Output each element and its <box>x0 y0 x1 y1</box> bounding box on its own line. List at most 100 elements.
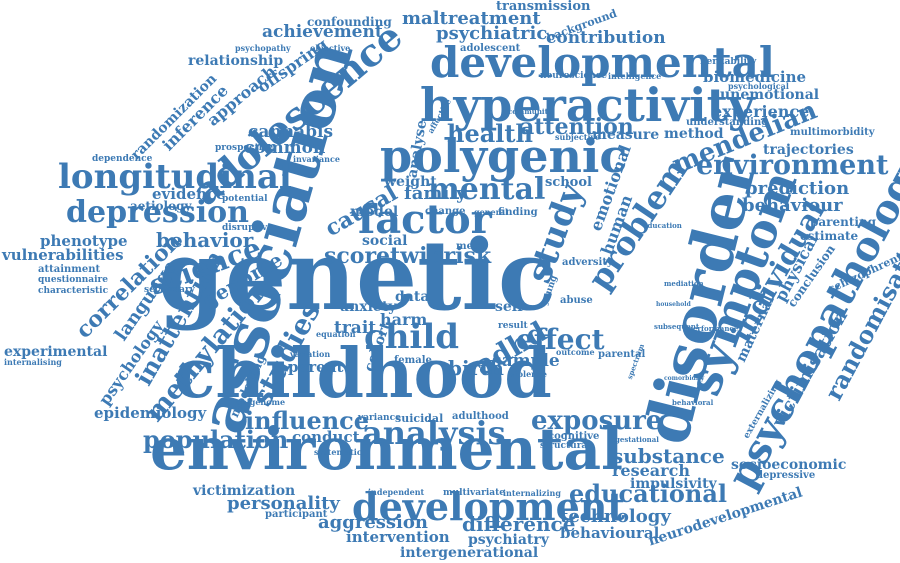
word-achievement: achievement <box>262 22 383 42</box>
word-birth: birth <box>448 356 504 380</box>
word-trait: trait <box>334 318 377 338</box>
word-environment: environment <box>696 150 889 181</box>
word-behavior: behavior <box>156 228 254 252</box>
word-subsequent: subsequent <box>654 322 700 331</box>
word-confounding: confounding <box>307 15 392 29</box>
word-cannabis: cannabis <box>248 122 334 142</box>
word-victimization: victimization <box>193 483 296 499</box>
word-substance: substance <box>612 444 725 468</box>
word-multivariate: multivariate <box>443 488 505 498</box>
word-equation: equation <box>316 329 356 339</box>
word-harm: harm <box>380 310 428 329</box>
word-family: family <box>404 183 467 204</box>
word-heritability: heritability <box>700 57 757 67</box>
word-psychopathy: psychopathy <box>235 43 291 53</box>
word-psychiatric: psychiatric <box>436 23 548 44</box>
word-hyperactivity: hyperactivity <box>420 78 755 132</box>
word-factor: factor <box>358 196 492 243</box>
word-developmental: developmental <box>430 38 775 87</box>
word-maltreatment: maltreatment <box>402 8 541 29</box>
word-suicidal: suicidal <box>395 412 444 425</box>
word-parent: parent <box>288 358 344 376</box>
word-biomedicine: biomedicine <box>703 68 807 86</box>
word-dependence: dependence <box>92 154 153 164</box>
word-questionnaire: questionnaire <box>38 275 109 285</box>
word-data: data <box>395 289 430 305</box>
word-health: health <box>447 119 533 148</box>
word-meta: meta <box>456 241 485 252</box>
word-effect: effect <box>516 323 605 356</box>
word-common: common <box>244 138 326 158</box>
word-outcome: outcome <box>556 347 595 357</box>
word-finding: finding <box>498 207 538 218</box>
word-model: model <box>350 204 399 220</box>
word-behavioural: behavioural <box>560 524 660 542</box>
word-gestational: gestational <box>615 435 659 444</box>
word-transmission: transmission <box>496 0 591 14</box>
word-intervention: intervention <box>346 528 450 546</box>
word-internalizing: internalizing <box>503 488 561 498</box>
word-population: population <box>143 425 289 454</box>
word-development: development <box>352 484 625 529</box>
word-scoretwinrisk: scoretwinrisk <box>324 243 492 269</box>
word-weight: weight <box>384 174 437 190</box>
word-social: social <box>362 233 408 249</box>
word-relationship: relationship <box>188 53 284 69</box>
word-subjective: subjective <box>555 132 601 142</box>
word-systematic: systematic <box>314 447 362 457</box>
word-evidence: evidence <box>152 185 226 203</box>
word-community: community <box>508 107 552 116</box>
word-genetic: genetic <box>158 219 557 332</box>
word-performance: performance <box>688 324 739 333</box>
word-school: school <box>545 175 592 190</box>
word-depression: depression <box>66 195 249 230</box>
word-neuroscience: neuroscience <box>540 71 607 81</box>
word-participant: participant <box>265 509 328 520</box>
word-educational: educational <box>569 479 727 508</box>
word-female: female <box>394 355 432 366</box>
word-mental: mental <box>428 172 546 207</box>
word-exposure: exposure <box>531 406 663 436</box>
word-adulthood: adulthood <box>452 411 509 422</box>
word-anxiety: anxiety <box>340 299 397 315</box>
word-method: method <box>664 126 724 142</box>
word-prospective: prospective <box>215 143 274 153</box>
word-epigenome: epigenome <box>236 397 286 407</box>
word-depressive: depressive <box>756 470 816 481</box>
word-experimental: experimental <box>4 344 108 360</box>
word-conduct: conduct <box>292 428 360 446</box>
word-adolescent: adolescent <box>460 43 521 54</box>
word-parental: parental <box>598 349 646 360</box>
word-characteristic: characteristic <box>38 286 109 296</box>
word-analysis: analysis <box>362 414 506 452</box>
word-attention: attention <box>520 114 634 140</box>
word-self: self <box>495 299 524 315</box>
word-attainment: attainment <box>38 264 101 275</box>
word-aetiology: aetiology <box>130 199 192 213</box>
word-psychological: psychological <box>728 81 789 91</box>
word-comorbidity: comorbidity <box>664 375 705 382</box>
word-household: household <box>656 301 691 308</box>
word-longitudinal: longitudinal <box>58 157 292 197</box>
word-vulnerabilities: vulnerabilities <box>2 246 124 264</box>
word-experience: experience <box>712 102 810 121</box>
word-invariance: invariance <box>293 154 340 164</box>
word-variation: variation <box>290 349 331 359</box>
word-multimorbidity: multimorbidity <box>790 127 875 138</box>
word-potential: potential <box>222 194 268 204</box>
word-disruptive: disruptive <box>222 223 273 233</box>
word-contribution: contribution <box>546 28 666 48</box>
word-general: general <box>474 207 509 217</box>
word-adversity: adversity <box>562 257 613 268</box>
word-impulsivity: impulsivity <box>630 476 717 492</box>
word-internalising: internalising <box>4 357 62 367</box>
word-cognitive: cognitive <box>548 431 600 442</box>
word-parenting: parenting <box>810 215 877 229</box>
word-objective: objective <box>310 43 351 53</box>
word-independent: independent <box>368 487 425 497</box>
word-secondary: secondary <box>144 285 195 295</box>
word-prediction: prediction <box>745 178 850 199</box>
word-personality: personality <box>227 493 340 514</box>
word-sample: sample <box>492 351 560 371</box>
